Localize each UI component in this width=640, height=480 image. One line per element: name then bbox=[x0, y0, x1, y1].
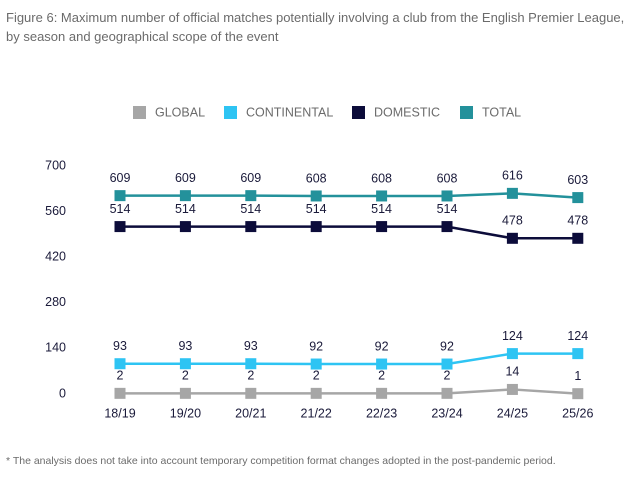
legend-label: TOTAL bbox=[482, 105, 521, 119]
legend-label: CONTINENTAL bbox=[246, 105, 333, 119]
data-label: 514 bbox=[371, 202, 392, 216]
point-marker bbox=[179, 387, 191, 399]
legend-marker bbox=[133, 106, 146, 119]
point-marker bbox=[441, 221, 453, 233]
point-marker bbox=[376, 221, 388, 233]
point-marker bbox=[245, 387, 257, 399]
data-label: 609 bbox=[175, 171, 196, 185]
footnote: * The analysis does not take into accoun… bbox=[6, 455, 556, 467]
series-line bbox=[120, 352, 578, 366]
data-label: 93 bbox=[244, 339, 258, 353]
data-label: 609 bbox=[110, 171, 131, 185]
point-marker bbox=[179, 190, 191, 202]
data-label: 92 bbox=[309, 339, 323, 353]
series-line bbox=[120, 192, 578, 199]
point-marker bbox=[245, 190, 257, 202]
data-label: 514 bbox=[306, 202, 327, 216]
point-marker bbox=[245, 221, 257, 233]
data-label: 93 bbox=[113, 339, 127, 353]
data-label: 2 bbox=[378, 369, 385, 383]
chart-title: Figure 6: Maximum number of official mat… bbox=[6, 10, 625, 44]
y-tick-label: 0 bbox=[59, 386, 66, 400]
data-label: 2 bbox=[182, 369, 189, 383]
point-marker bbox=[572, 388, 584, 400]
data-label: 92 bbox=[375, 339, 389, 353]
point-marker bbox=[114, 358, 126, 370]
point-marker bbox=[572, 192, 584, 204]
point-marker bbox=[441, 387, 453, 399]
y-tick-label: 280 bbox=[45, 295, 66, 309]
x-tick-label: 21/22 bbox=[301, 406, 332, 420]
legend-label: DOMESTIC bbox=[374, 105, 440, 119]
series-line bbox=[120, 225, 578, 240]
point-marker bbox=[245, 358, 257, 370]
data-label: 92 bbox=[440, 339, 454, 353]
point-marker bbox=[506, 187, 518, 199]
data-label: 609 bbox=[240, 171, 261, 185]
point-marker bbox=[572, 232, 584, 244]
point-marker bbox=[114, 190, 126, 202]
data-label: 2 bbox=[444, 369, 451, 383]
point-marker bbox=[506, 232, 518, 244]
y-tick-label: 560 bbox=[45, 204, 66, 218]
legend-marker bbox=[352, 106, 365, 119]
point-marker bbox=[179, 358, 191, 370]
point-marker bbox=[179, 221, 191, 233]
x-tick-label: 23/24 bbox=[431, 406, 462, 420]
point-marker bbox=[376, 358, 388, 370]
data-label: 478 bbox=[502, 214, 523, 228]
legend-marker bbox=[224, 106, 237, 119]
x-tick-label: 19/20 bbox=[170, 406, 201, 420]
x-tick-label: 24/25 bbox=[497, 406, 528, 420]
point-marker bbox=[310, 387, 322, 399]
data-label: 124 bbox=[567, 329, 588, 343]
point-marker bbox=[506, 383, 518, 395]
x-tick-label: 22/23 bbox=[366, 406, 397, 420]
data-label: 616 bbox=[502, 169, 523, 183]
data-label: 608 bbox=[437, 171, 458, 185]
point-marker bbox=[310, 358, 322, 370]
legend-marker bbox=[460, 106, 473, 119]
x-tick-label: 18/19 bbox=[104, 406, 135, 420]
point-marker bbox=[572, 348, 584, 360]
data-label: 2 bbox=[117, 369, 124, 383]
x-tick-label: 20/21 bbox=[235, 406, 266, 420]
point-marker bbox=[310, 190, 322, 202]
data-label: 514 bbox=[175, 202, 196, 216]
data-label: 514 bbox=[240, 202, 261, 216]
data-label: 608 bbox=[306, 171, 327, 185]
data-label: 14 bbox=[505, 365, 519, 379]
point-marker bbox=[506, 348, 518, 360]
y-tick-label: 420 bbox=[45, 249, 66, 263]
y-tick-label: 140 bbox=[45, 341, 66, 355]
point-marker bbox=[441, 358, 453, 370]
point-marker bbox=[376, 387, 388, 399]
data-label: 1 bbox=[574, 369, 581, 383]
x-tick-label: 25/26 bbox=[562, 406, 593, 420]
point-marker bbox=[441, 190, 453, 202]
data-label: 608 bbox=[371, 171, 392, 185]
point-marker bbox=[310, 221, 322, 233]
point-marker bbox=[114, 387, 126, 399]
data-label: 478 bbox=[567, 214, 588, 228]
data-label: 2 bbox=[313, 369, 320, 383]
data-label: 93 bbox=[178, 339, 192, 353]
y-tick-label: 700 bbox=[45, 158, 66, 172]
data-label: 2 bbox=[247, 369, 254, 383]
legend-label: GLOBAL bbox=[155, 105, 205, 119]
data-label: 514 bbox=[437, 202, 458, 216]
data-label: 124 bbox=[502, 329, 523, 343]
data-label: 514 bbox=[110, 202, 131, 216]
point-marker bbox=[376, 190, 388, 202]
point-marker bbox=[114, 221, 126, 233]
series-line bbox=[120, 388, 578, 395]
data-label: 603 bbox=[567, 173, 588, 187]
